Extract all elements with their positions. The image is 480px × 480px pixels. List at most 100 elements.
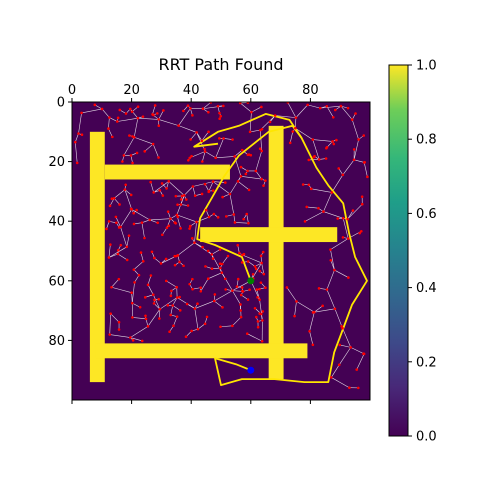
tree-node <box>249 153 253 157</box>
tree-edge <box>162 227 168 235</box>
rrt-path <box>196 124 368 387</box>
tree-node <box>258 147 262 151</box>
tree-node <box>178 260 181 264</box>
tree-node <box>259 281 263 284</box>
tree-edge <box>109 117 118 122</box>
colorbar-tick-label: 0.6 <box>416 207 437 222</box>
tree-edge <box>237 245 240 254</box>
tree-node <box>224 288 227 291</box>
tree-node <box>177 124 180 127</box>
tree-node <box>195 131 198 134</box>
tree-node <box>301 183 305 186</box>
tree-node <box>189 225 192 228</box>
tree-edge <box>326 289 336 309</box>
tree-edge <box>354 159 365 163</box>
tree-node <box>261 310 265 313</box>
tree-node <box>196 302 199 306</box>
tree-edge <box>109 313 111 335</box>
tree-edge <box>117 117 138 122</box>
tree-node <box>129 193 133 197</box>
tree-node <box>221 195 224 199</box>
tree-node <box>132 211 136 215</box>
tree-node <box>173 254 177 258</box>
tree-node <box>161 194 165 197</box>
tree-edge <box>220 325 233 328</box>
tree-node <box>125 245 129 249</box>
tree-node <box>233 155 236 158</box>
tree-node <box>331 115 335 119</box>
tree-node <box>211 257 215 260</box>
tree-node <box>362 352 365 355</box>
tree-node <box>190 237 194 240</box>
tree-edge <box>134 275 140 283</box>
tree-edge <box>312 139 333 142</box>
tree-node <box>232 213 236 216</box>
tree-node <box>170 289 173 293</box>
tree-node <box>239 303 242 306</box>
colorbar-tick-label: 0.8 <box>416 133 437 148</box>
tree-node <box>224 215 228 218</box>
tree-edge <box>323 192 333 212</box>
tree-edge <box>347 210 354 220</box>
tree-node <box>256 325 260 329</box>
tree-node <box>260 149 264 153</box>
tree-edge <box>214 290 233 302</box>
tree-node <box>165 187 168 190</box>
tree-node <box>186 104 190 107</box>
tree-edge <box>363 162 368 177</box>
tree-node <box>293 314 296 318</box>
tree-node <box>166 210 170 213</box>
tree-node <box>107 256 111 259</box>
tree-node <box>93 103 97 107</box>
tree-node <box>295 300 298 303</box>
tree-node <box>341 173 345 177</box>
tree-edge <box>172 305 181 311</box>
tree-edge <box>186 303 195 309</box>
tree-edge <box>200 278 209 292</box>
x-tick-label: 0 <box>68 83 76 98</box>
tree-node <box>322 210 325 213</box>
tree-edge <box>275 115 296 118</box>
tree-edge <box>289 131 294 143</box>
tree-edge <box>124 189 133 210</box>
tree-edge <box>147 275 152 285</box>
tree-node <box>124 112 128 115</box>
tree-node <box>160 182 164 185</box>
tree-node <box>203 150 207 153</box>
tree-edge <box>204 151 216 159</box>
tree-node <box>248 288 251 292</box>
tree-node <box>124 183 127 187</box>
tree-edge <box>229 193 235 215</box>
tree-edge <box>170 305 174 316</box>
tree-edge <box>137 117 159 120</box>
tree-node <box>354 112 357 115</box>
tree-edge <box>192 287 201 290</box>
tree-node <box>146 325 150 328</box>
tree-node <box>143 150 147 153</box>
tree-node <box>153 104 157 107</box>
tree-edge <box>350 347 365 355</box>
tree-node <box>73 140 77 144</box>
tree-node <box>203 322 207 326</box>
tree-node <box>201 160 204 163</box>
tree-edge <box>149 219 158 224</box>
tree-edge <box>196 132 203 141</box>
tree-node <box>172 324 175 328</box>
tree-edge <box>173 316 178 326</box>
tree-node <box>149 274 153 277</box>
colorbar-tick-label: 0.2 <box>416 355 437 370</box>
tree-node <box>182 194 186 197</box>
tree-node <box>130 291 133 294</box>
tree-edge <box>131 282 135 304</box>
tree-node <box>366 175 369 179</box>
colorbar-tick-label: 0.0 <box>416 430 437 445</box>
tree-node <box>129 154 133 157</box>
tree-edge <box>124 189 132 196</box>
tree-node <box>173 221 177 224</box>
tree-edge <box>309 312 315 332</box>
tree-node <box>247 221 250 225</box>
tree-edge <box>168 181 185 196</box>
path-layer <box>193 113 368 387</box>
tree-node <box>239 293 243 297</box>
tree-node <box>132 222 136 226</box>
